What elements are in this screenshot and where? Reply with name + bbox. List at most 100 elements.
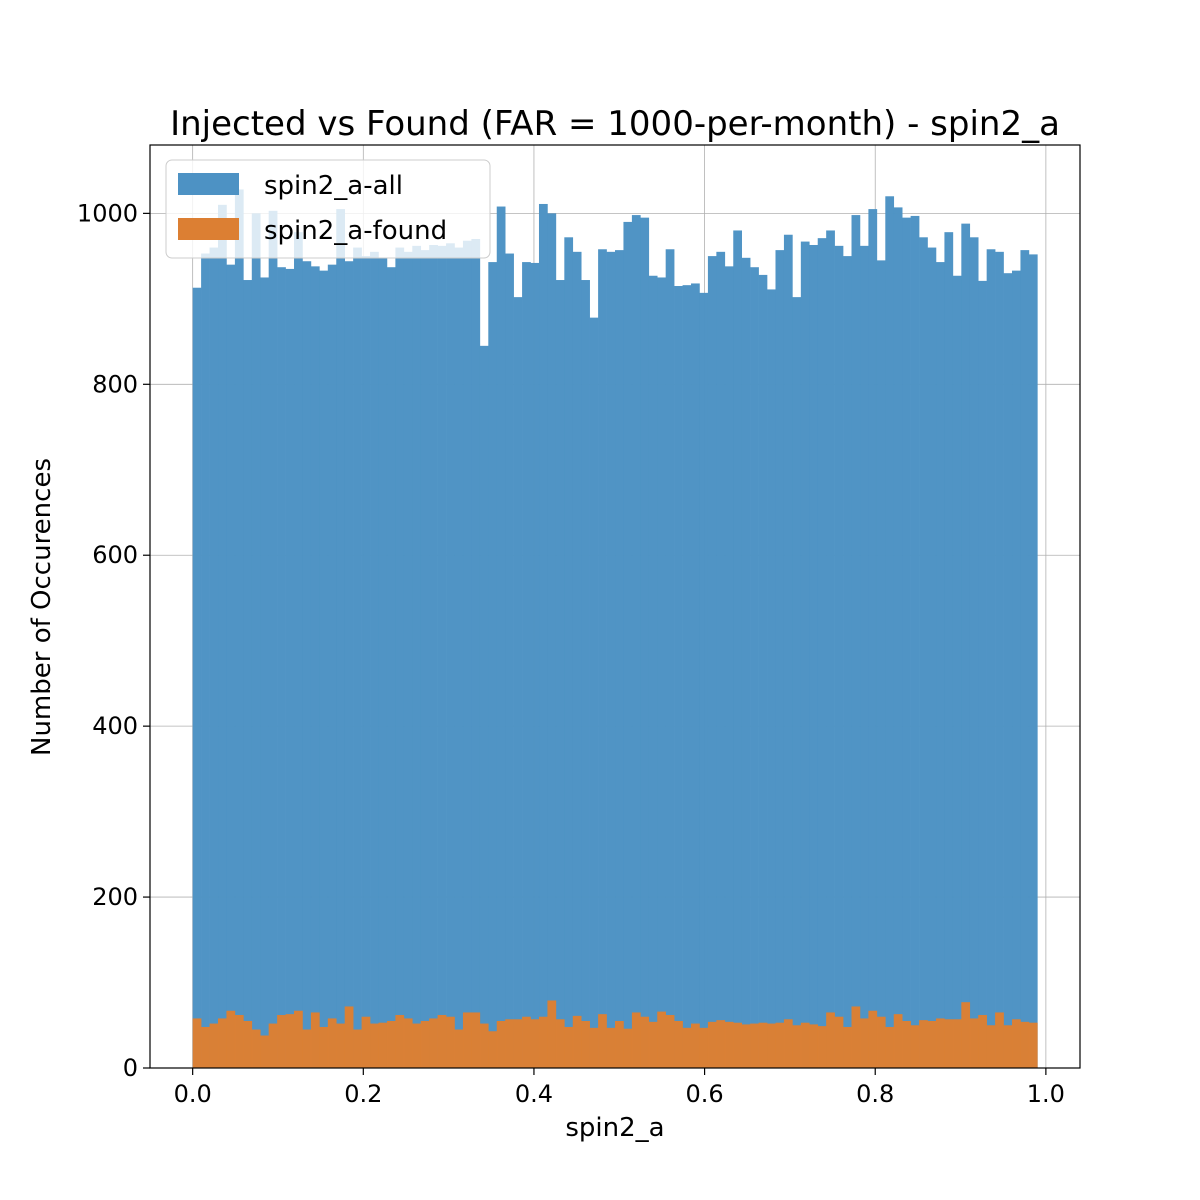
bar-all-95: [995, 251, 1004, 1068]
bar-all-88: [935, 262, 945, 1069]
bar-all-74: [817, 238, 827, 1068]
bar-all-64: [733, 230, 743, 1069]
bar-found-70: [783, 1019, 793, 1068]
x-tick-label-2: 0.4: [515, 1080, 553, 1108]
bar-found-80: [868, 1010, 878, 1068]
chart-title: Injected vs Found (FAR = 1000-per-month)…: [170, 104, 1060, 144]
bar-found-69: [775, 1022, 785, 1068]
bar-all-1: [201, 253, 210, 1068]
bar-found-78: [851, 1006, 861, 1068]
bar-found-65: [741, 1024, 751, 1068]
bar-all-25: [403, 251, 413, 1068]
bar-found-12: [294, 1010, 303, 1068]
bar-found-20: [361, 1016, 371, 1068]
bar-all-2: [209, 247, 219, 1069]
bar-all-96: [1003, 273, 1013, 1068]
bar-found-48: [598, 1014, 607, 1068]
bar-found-26: [412, 1023, 422, 1068]
x-tick-label-1: 0.2: [344, 1080, 382, 1108]
bar-found-82: [885, 1026, 895, 1068]
bar-all-33: [471, 239, 481, 1068]
bar-found-54: [648, 1021, 658, 1068]
bar-found-18: [344, 1006, 354, 1068]
bar-all-40: [530, 262, 540, 1068]
bar-found-84: [902, 1020, 911, 1068]
x-axis-title: spin2_a: [565, 1113, 664, 1143]
bar-all-89: [944, 232, 954, 1068]
bar-all-62: [716, 251, 726, 1068]
bar-found-71: [792, 1025, 802, 1068]
bar-all-69: [775, 250, 785, 1068]
bar-all-16: [327, 264, 337, 1068]
bar-all-39: [522, 262, 531, 1069]
bar-found-32: [462, 1012, 472, 1068]
legend-label-found: spin2_a-found: [264, 216, 447, 246]
x-axis-ticks: 0.0 0.2 0.4 0.6 0.8 1.0: [174, 1068, 1065, 1108]
bar-found-91: [961, 1002, 971, 1068]
bar-all-68: [767, 289, 776, 1069]
bar-found-90: [952, 1019, 962, 1068]
bar-all-30: [446, 243, 455, 1068]
bar-all-81: [876, 260, 886, 1068]
bar-found-27: [420, 1020, 430, 1068]
bar-all-80: [868, 209, 878, 1068]
bar-found-95: [995, 1012, 1004, 1068]
bar-all-75: [826, 230, 835, 1069]
bar-all-6: [243, 280, 253, 1068]
bar-found-51: [623, 1028, 633, 1068]
bar-found-23: [386, 1020, 396, 1068]
y-tick-label-2: 400: [92, 712, 138, 740]
bar-all-35: [488, 262, 498, 1069]
bar-found-7: [251, 1029, 261, 1068]
bar-found-5: [234, 1015, 244, 1068]
bar-found-67: [758, 1022, 768, 1068]
bar-all-87: [927, 247, 937, 1069]
bar-found-73: [809, 1024, 819, 1068]
bar-all-51: [623, 221, 633, 1068]
bar-all-19: [353, 247, 362, 1069]
bar-all-21: [370, 251, 379, 1068]
bar-all-17: [336, 209, 346, 1068]
bar-found-92: [969, 1018, 979, 1068]
bar-all-31: [454, 247, 464, 1069]
plot-frame: [149, 144, 1081, 1069]
bar-all-82: [885, 196, 895, 1068]
y-axis-ticks: 0 200 400 600 800 1000: [77, 199, 150, 1082]
bar-all-52: [631, 215, 641, 1068]
bar-all-65: [741, 257, 751, 1068]
bar-all-32: [462, 240, 472, 1069]
bar-all-23: [386, 267, 396, 1068]
bar-found-44: [564, 1026, 574, 1068]
bar-found-33: [471, 1012, 481, 1068]
bar-all-86: [919, 237, 928, 1069]
bar-all-72: [800, 241, 810, 1069]
bar-found-85: [910, 1025, 920, 1068]
bar-found-16: [327, 1018, 337, 1068]
bar-found-93: [978, 1015, 987, 1068]
bar-all-12: [294, 232, 303, 1068]
bar-found-34: [479, 1023, 489, 1068]
bar-found-9: [268, 1023, 278, 1068]
bar-all-28: [429, 244, 438, 1068]
bar-found-3: [218, 1018, 227, 1068]
bar-found-46: [581, 1020, 590, 1068]
bar-all-77: [843, 256, 852, 1069]
bar-all-97: [1011, 270, 1021, 1068]
bar-all-49: [606, 251, 616, 1068]
bar-found-43: [555, 1019, 565, 1068]
bar-all-9: [268, 210, 278, 1068]
bar-found-96: [1003, 1025, 1013, 1068]
bar-found-61: [707, 1021, 717, 1068]
bar-all-48: [598, 249, 607, 1068]
bar-all-47: [589, 317, 599, 1068]
bar-found-6: [243, 1020, 253, 1068]
y-tick-label-5: 1000: [77, 199, 138, 227]
bar-all-37: [505, 253, 514, 1068]
bar-found-17: [336, 1023, 346, 1068]
bar-found-10: [277, 1015, 286, 1068]
bar-found-28: [429, 1018, 438, 1068]
bar-all-46: [581, 280, 590, 1068]
bar-found-83: [893, 1014, 903, 1068]
bar-all-42: [547, 213, 557, 1069]
x-tick-label-4: 0.8: [856, 1080, 894, 1108]
